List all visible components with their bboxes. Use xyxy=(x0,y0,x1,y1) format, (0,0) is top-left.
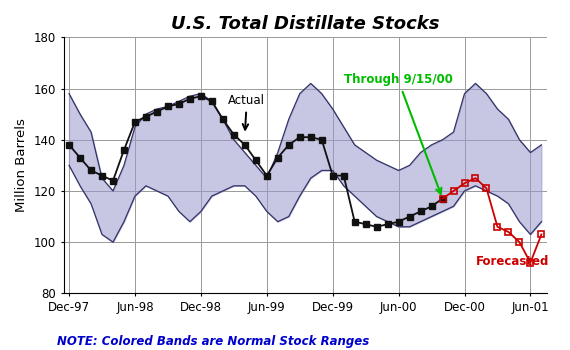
Text: NOTE: Colored Bands are Normal Stock Ranges: NOTE: Colored Bands are Normal Stock Ran… xyxy=(57,335,369,348)
Text: Forecasted: Forecasted xyxy=(475,255,549,268)
Y-axis label: Million Barrels: Million Barrels xyxy=(15,118,28,212)
Title: U.S. Total Distillate Stocks: U.S. Total Distillate Stocks xyxy=(171,15,439,33)
Text: Through 9/15/00: Through 9/15/00 xyxy=(344,74,453,194)
Text: Actual: Actual xyxy=(229,94,266,130)
